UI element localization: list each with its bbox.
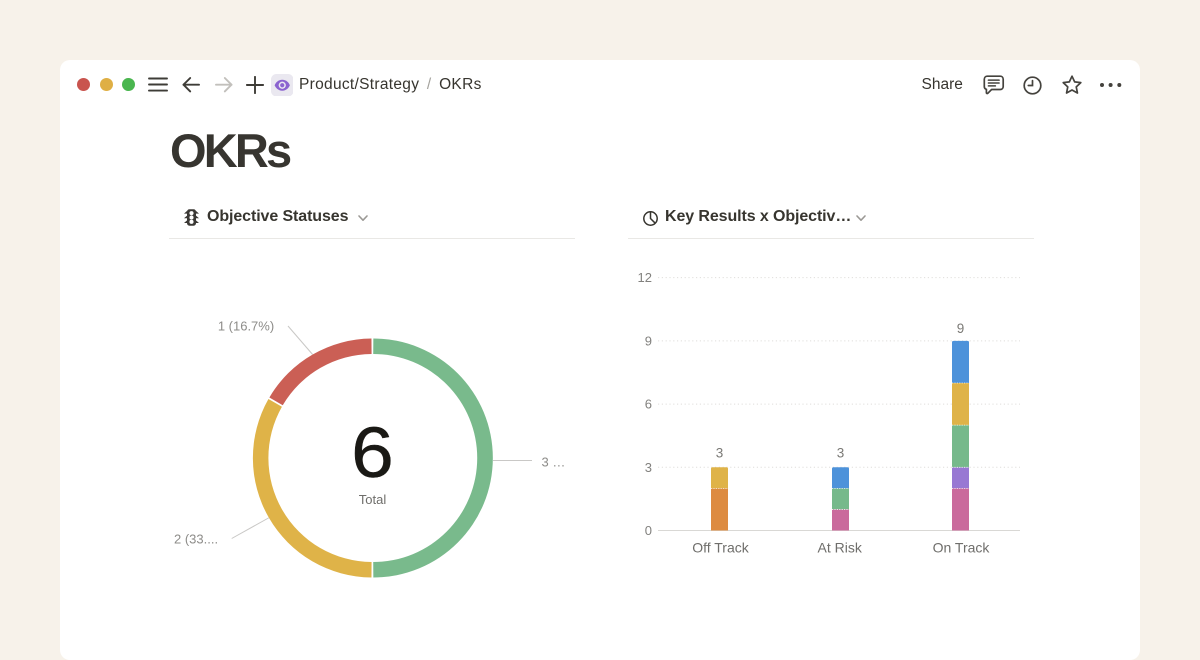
svg-text:12: 12 (638, 270, 652, 285)
svg-text:3 …: 3 … (542, 455, 566, 470)
svg-text:9: 9 (645, 333, 652, 348)
svg-text:6: 6 (645, 397, 652, 412)
svg-text:3: 3 (645, 460, 652, 475)
svg-text:1 (16.7%): 1 (16.7%) (218, 319, 274, 334)
svg-text:On Track: On Track (933, 540, 991, 556)
svg-text:0: 0 (645, 523, 652, 538)
svg-text:At Risk: At Risk (818, 540, 863, 556)
svg-text:3: 3 (837, 446, 845, 461)
svg-text:2 (33....: 2 (33.... (174, 532, 218, 547)
svg-text:3: 3 (716, 446, 724, 461)
svg-text:9: 9 (957, 321, 965, 336)
svg-text:Off Track: Off Track (692, 540, 750, 556)
